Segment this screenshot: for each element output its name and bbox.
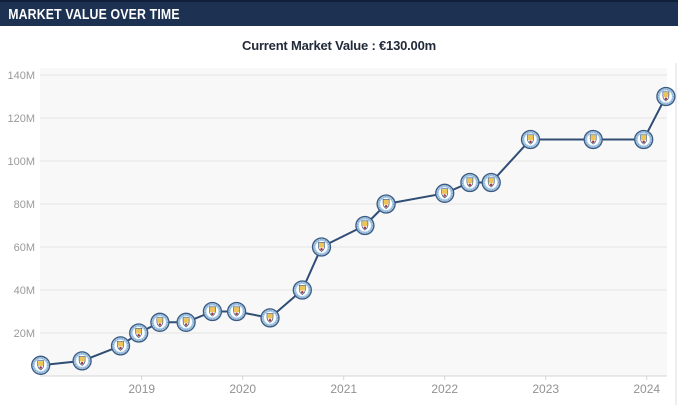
data-point-marker[interactable]	[31, 355, 51, 375]
data-point-marker[interactable]	[634, 129, 654, 150]
y-axis-label-20M: 20M	[14, 328, 35, 340]
market-value-chart: 20M 40M 60M 80M 100M 120M 140M 2019 2020 2021 2022…	[0, 62, 678, 405]
x-axis-label-2020: 2020	[229, 382, 256, 396]
data-point-marker[interactable]	[292, 280, 312, 300]
data-point-marker[interactable]	[72, 351, 92, 371]
current-market-value-row: Current Market Value : €130.00m	[0, 34, 678, 56]
data-point-marker[interactable]	[460, 172, 480, 193]
data-point-marker[interactable]	[176, 312, 196, 332]
y-axis-label-140M: 140M	[7, 70, 35, 82]
y-axis-label-80M: 80M	[14, 199, 35, 211]
section-header-bar: MARKET VALUE OVER TIME	[0, 0, 678, 26]
page-title: MARKET VALUE OVER TIME	[8, 5, 180, 23]
data-point-marker[interactable]	[129, 323, 149, 343]
data-point-marker[interactable]	[656, 86, 676, 107]
data-point-marker[interactable]	[202, 301, 223, 322]
data-point-marker[interactable]	[311, 237, 332, 257]
data-point-marker[interactable]	[260, 308, 280, 328]
y-axis-label-100M: 100M	[7, 156, 35, 168]
data-point-marker[interactable]	[110, 336, 131, 356]
x-axis-label-2019: 2019	[128, 382, 155, 396]
x-axis-label-2022: 2022	[431, 382, 458, 396]
x-axis-label-2023: 2023	[532, 382, 559, 396]
data-point-marker[interactable]	[583, 129, 603, 150]
y-axis-label-60M: 60M	[14, 242, 35, 254]
current-market-value-label: Current Market Value : €130.00m	[242, 37, 436, 53]
data-point-marker[interactable]	[481, 172, 501, 193]
data-point-marker[interactable]	[435, 183, 455, 203]
data-point-marker[interactable]	[376, 194, 396, 214]
y-axis-label-120M: 120M	[7, 113, 35, 125]
data-point-marker[interactable]	[355, 215, 375, 236]
plot-background	[40, 68, 667, 376]
data-point-marker[interactable]	[226, 301, 247, 322]
market-value-chart-svg: 20M 40M 60M 80M 100M 120M 140M 2019 2020 2021 2022…	[7, 63, 677, 405]
data-point-marker[interactable]	[520, 129, 541, 150]
x-axis-label-2024: 2024	[633, 382, 660, 396]
y-axis-label-40M: 40M	[14, 285, 35, 297]
data-point-marker[interactable]	[150, 312, 170, 332]
x-axis-label-2021: 2021	[330, 382, 357, 396]
